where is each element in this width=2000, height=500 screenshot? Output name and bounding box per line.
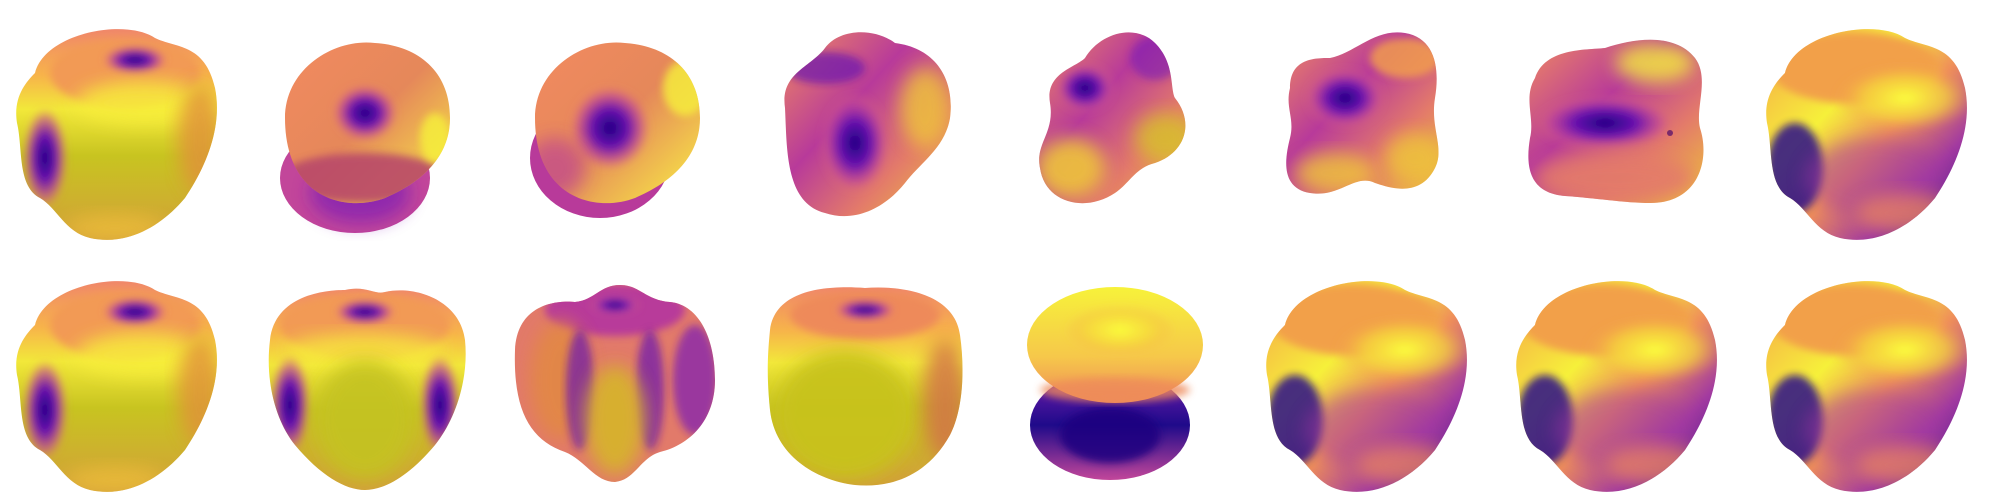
shape-r2c6 [1266,281,1467,492]
shape-r1c6 [1286,32,1439,194]
shape-r2c2 [268,288,466,490]
shape-r1c1 [16,29,217,240]
shape-r2c5 [1027,287,1203,480]
shape-r1c8 [1766,29,1967,240]
shape-r1c4 [784,32,951,217]
shape-r2c4 [767,287,963,486]
shape-r2c1 [16,281,217,492]
shape-r2c7 [1516,281,1717,492]
shape-r1c2 [280,42,450,233]
shape-r2c3 [514,285,715,482]
shape-r1c3 [530,42,700,218]
shape-r1c5 [1039,32,1186,204]
shape-r2c8 [1766,281,1967,492]
shape-r1c7 [1528,39,1704,203]
